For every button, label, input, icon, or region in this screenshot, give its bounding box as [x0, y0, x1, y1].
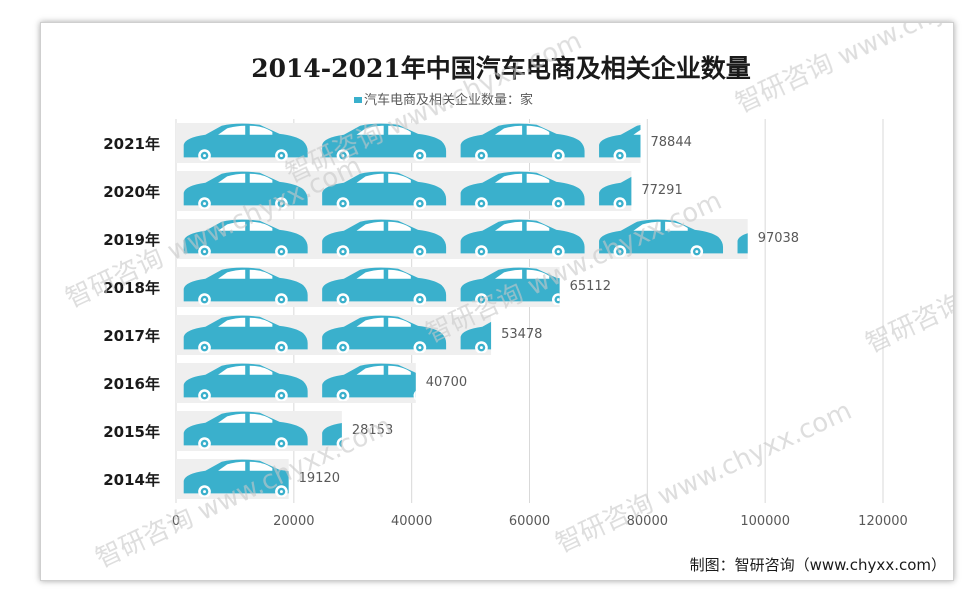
data-label: 53478 — [501, 327, 542, 342]
watermark: 智研咨询 www.chyxx.com — [731, 23, 953, 119]
data-label: 77291 — [641, 183, 682, 198]
data-label: 78844 — [651, 135, 692, 150]
legend-swatch — [354, 97, 362, 103]
x-tick-label: 100000 — [740, 514, 790, 529]
watermark: 智研咨询 www.chyxx.com — [861, 196, 953, 360]
category-label: 2020年 — [103, 183, 160, 201]
x-tick-label: 40000 — [391, 514, 432, 529]
x-tick-label: 20000 — [273, 514, 314, 529]
legend: 汽车电商及相关企业数量：家 — [354, 92, 533, 108]
category-label: 2014年 — [103, 471, 160, 489]
x-tick-label: 120000 — [858, 514, 908, 529]
category-label: 2021年 — [103, 135, 160, 153]
data-label: 19120 — [299, 471, 340, 486]
source-label: 制图：智研咨询（www.chyxx.com） — [690, 556, 946, 574]
legend-label: 汽车电商及相关企业数量：家 — [364, 92, 533, 108]
x-tick-label: 0 — [172, 514, 180, 529]
category-label: 2019年 — [103, 231, 160, 249]
category-label: 2016年 — [103, 375, 160, 393]
data-label: 97038 — [758, 231, 799, 246]
category-label: 2017年 — [103, 327, 160, 345]
category-label: 2015年 — [103, 423, 160, 441]
car-icon — [737, 219, 748, 257]
data-label: 65112 — [570, 279, 611, 294]
x-tick-label: 60000 — [509, 514, 550, 529]
chart-title: 2014-2021年中国汽车电商及相关企业数量 — [251, 54, 751, 83]
category-label: 2018年 — [103, 279, 160, 297]
chart: 0 20000 40000 60000 80000 100000 120000 2021年 78… — [61, 23, 953, 574]
watermark: 智研咨询 www.chyxx.com — [551, 396, 856, 560]
chart-frame: 0 20000 40000 60000 80000 100000 120000 2021年 78… — [40, 22, 954, 581]
x-tick-label: 80000 — [627, 514, 668, 529]
data-label: 28153 — [352, 423, 393, 438]
data-label: 40700 — [426, 375, 467, 390]
